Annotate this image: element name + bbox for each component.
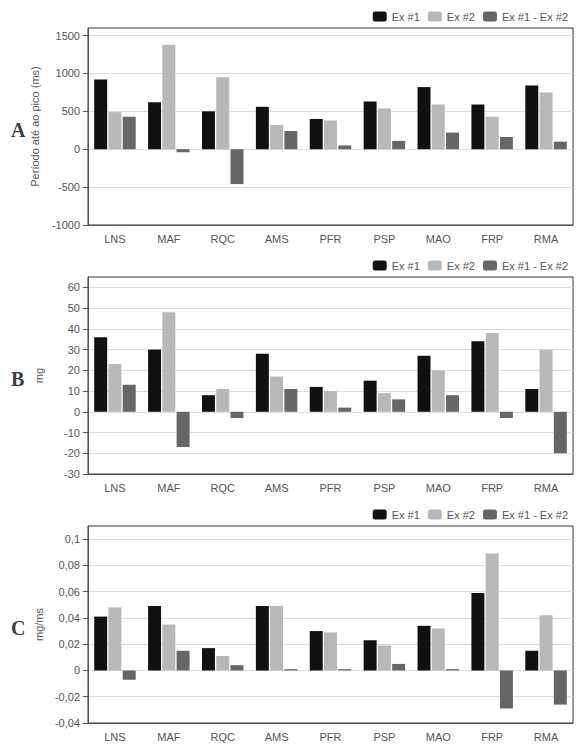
svg-text:PSP: PSP (373, 482, 395, 494)
svg-text:0,06: 0,06 (59, 586, 80, 598)
svg-text:1500: 1500 (56, 30, 80, 42)
svg-text:Ex #1 - Ex #2: Ex #1 - Ex #2 (502, 509, 568, 521)
svg-text:-0,04: -0,04 (55, 717, 80, 729)
svg-text:LNS: LNS (104, 731, 125, 743)
svg-text:0,1: 0,1 (65, 533, 80, 545)
svg-text:LNS: LNS (104, 233, 125, 245)
svg-text:PFR: PFR (320, 233, 342, 245)
svg-text:MAO: MAO (426, 731, 452, 743)
svg-text:MAF: MAF (157, 731, 181, 743)
svg-text:Ex #1: Ex #1 (392, 260, 420, 272)
svg-text:0,02: 0,02 (59, 638, 80, 650)
svg-text:PFR: PFR (320, 482, 342, 494)
svg-text:PSP: PSP (373, 233, 395, 245)
svg-text:PFR: PFR (320, 731, 342, 743)
svg-text:Ex #1: Ex #1 (392, 11, 420, 23)
svg-text:B: B (11, 368, 24, 390)
svg-text:60: 60 (68, 281, 80, 293)
svg-text:Período até ao pico (ms): Período até ao pico (ms) (29, 66, 41, 186)
svg-text:500: 500 (62, 105, 80, 117)
svg-text:AMS: AMS (265, 233, 289, 245)
svg-text:RQC: RQC (210, 482, 235, 494)
svg-text:Ex #2: Ex #2 (447, 260, 475, 272)
svg-text:50: 50 (68, 302, 80, 314)
svg-text:10: 10 (68, 385, 80, 397)
svg-text:0: 0 (74, 143, 80, 155)
svg-text:0,04: 0,04 (59, 612, 80, 624)
svg-text:RQC: RQC (210, 233, 235, 245)
svg-text:-1000: -1000 (52, 219, 80, 231)
svg-text:mg/ms: mg/ms (33, 608, 45, 642)
svg-text:0,08: 0,08 (59, 559, 80, 571)
svg-text:Ex #2: Ex #2 (447, 11, 475, 23)
svg-text:MAO: MAO (426, 482, 452, 494)
svg-text:RMA: RMA (534, 233, 559, 245)
svg-text:0: 0 (74, 664, 80, 676)
svg-text:MAF: MAF (157, 233, 181, 245)
svg-text:40: 40 (68, 323, 80, 335)
svg-text:MAF: MAF (157, 482, 181, 494)
svg-text:RQC: RQC (210, 731, 235, 743)
svg-text:0: 0 (74, 406, 80, 418)
svg-text:Ex #1 - Ex #2: Ex #1 - Ex #2 (502, 260, 568, 272)
svg-text:C: C (11, 617, 25, 639)
svg-text:-30: -30 (64, 468, 80, 480)
svg-text:Ex #1 - Ex #2: Ex #1 - Ex #2 (502, 11, 568, 23)
svg-text:A: A (11, 119, 26, 141)
svg-text:RMA: RMA (534, 731, 559, 743)
svg-text:-0,02: -0,02 (55, 691, 80, 703)
svg-text:FRP: FRP (481, 731, 503, 743)
svg-text:AMS: AMS (265, 731, 289, 743)
svg-text:-20: -20 (64, 447, 80, 459)
svg-text:RMA: RMA (534, 482, 559, 494)
svg-text:AMS: AMS (265, 482, 289, 494)
svg-text:Ex #2: Ex #2 (447, 509, 475, 521)
svg-text:PSP: PSP (373, 731, 395, 743)
svg-text:Ex #1: Ex #1 (392, 509, 420, 521)
svg-text:1000: 1000 (56, 67, 80, 79)
svg-text:30: 30 (68, 344, 80, 356)
svg-text:FRP: FRP (481, 482, 503, 494)
svg-text:-10: -10 (64, 427, 80, 439)
svg-text:-500: -500 (58, 181, 80, 193)
svg-text:LNS: LNS (104, 482, 125, 494)
svg-text:mg: mg (33, 368, 45, 383)
svg-text:20: 20 (68, 364, 80, 376)
svg-text:FRP: FRP (481, 233, 503, 245)
svg-text:MAO: MAO (426, 233, 452, 245)
